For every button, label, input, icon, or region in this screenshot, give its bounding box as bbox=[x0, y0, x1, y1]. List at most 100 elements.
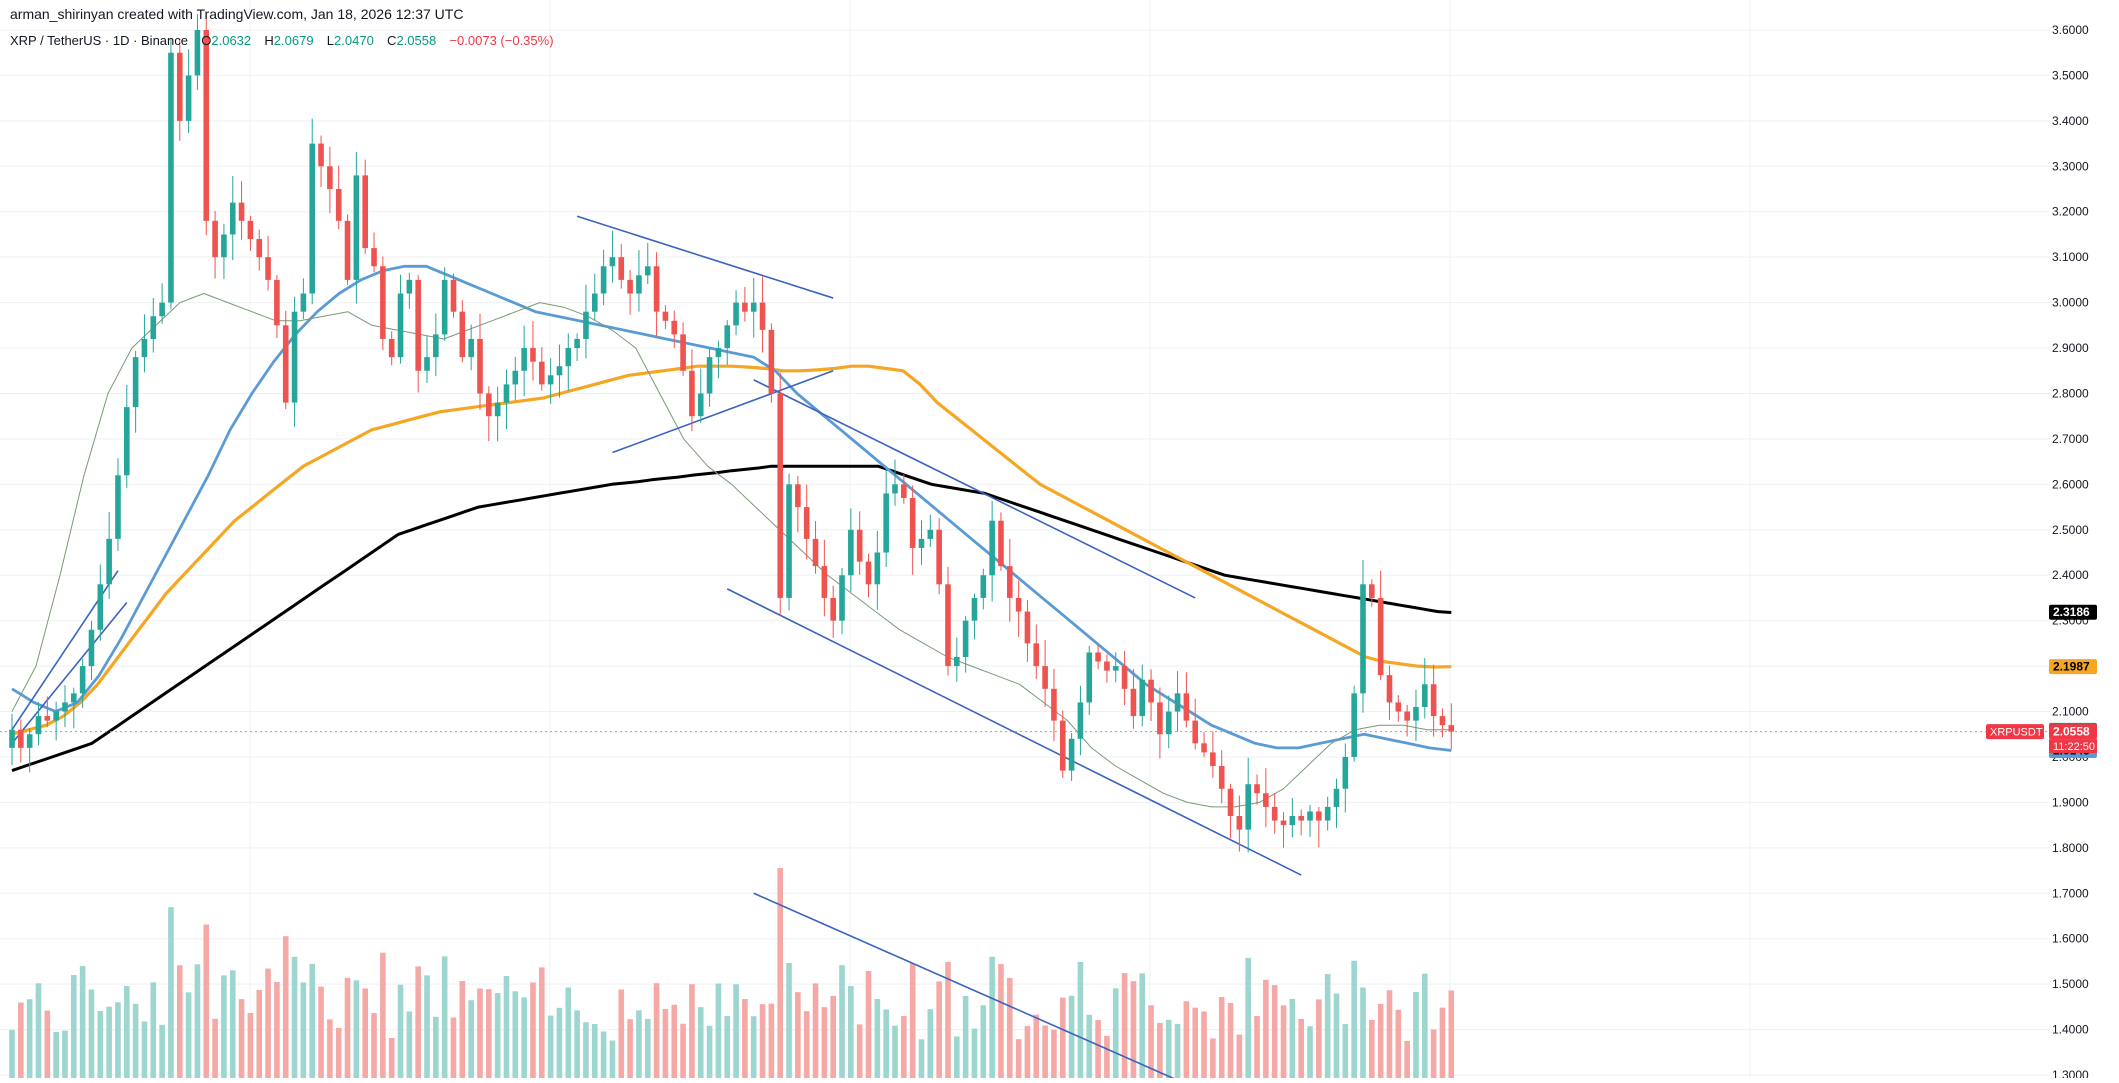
volume-bar bbox=[1033, 1014, 1040, 1078]
candle bbox=[424, 357, 430, 371]
volume-bar bbox=[194, 964, 201, 1078]
volume-bar bbox=[1448, 990, 1455, 1078]
symbol-legend: XRP / TetherUS · 1D · Binance O2.0632 H2… bbox=[10, 33, 554, 48]
candle bbox=[1095, 652, 1101, 662]
volume-bar bbox=[459, 980, 466, 1078]
candle bbox=[706, 357, 713, 394]
candle bbox=[291, 311, 298, 403]
volume-bar bbox=[300, 982, 307, 1078]
volume-bar bbox=[450, 1017, 457, 1078]
open-value: 2.0632 bbox=[211, 33, 252, 48]
volume-bar bbox=[1165, 1019, 1172, 1078]
candle bbox=[335, 189, 342, 221]
candle bbox=[79, 666, 86, 694]
price-label: 2.0558 bbox=[2053, 725, 2090, 739]
axis-tick-label: 2.6000 bbox=[2052, 477, 2089, 491]
volume-bar bbox=[1404, 1040, 1410, 1078]
volume-bar bbox=[971, 1028, 978, 1078]
candle bbox=[450, 279, 457, 312]
axis-tick-label: 2.1000 bbox=[2052, 705, 2089, 719]
volume-bar bbox=[1422, 973, 1428, 1078]
volume-bar bbox=[1201, 1011, 1207, 1078]
candle bbox=[883, 493, 889, 553]
volume-bar bbox=[274, 981, 280, 1078]
candle bbox=[88, 629, 95, 667]
volume-bar bbox=[689, 984, 695, 1078]
candle bbox=[362, 175, 368, 249]
candle bbox=[574, 338, 580, 349]
volume-bar bbox=[397, 984, 404, 1078]
volume-bar bbox=[88, 989, 95, 1078]
volume-bar bbox=[503, 975, 510, 1078]
volume-bar bbox=[839, 965, 845, 1078]
volume-bar bbox=[998, 964, 1004, 1078]
volume-bar bbox=[318, 986, 324, 1078]
volume-bar bbox=[1324, 974, 1331, 1078]
candle bbox=[777, 393, 784, 598]
candle bbox=[9, 729, 15, 748]
candle bbox=[380, 266, 386, 339]
candle bbox=[433, 334, 439, 358]
candle bbox=[106, 538, 112, 585]
volume-bar bbox=[750, 1016, 757, 1078]
candle bbox=[256, 239, 263, 258]
candle bbox=[998, 520, 1004, 567]
candles bbox=[9, 14, 1455, 853]
volume-bar bbox=[1183, 1001, 1190, 1078]
volume-bar bbox=[1104, 1035, 1110, 1078]
candle bbox=[936, 529, 942, 585]
candle bbox=[53, 711, 59, 721]
candle bbox=[1218, 766, 1225, 789]
volume-bar bbox=[238, 999, 245, 1078]
trendlines bbox=[0, 215, 2050, 1083]
candle bbox=[909, 497, 916, 548]
candle bbox=[1369, 584, 1375, 598]
candle bbox=[1201, 743, 1207, 753]
candle bbox=[980, 575, 987, 598]
volume-bar bbox=[212, 1018, 218, 1078]
volume-bar bbox=[150, 982, 157, 1078]
volume-bar bbox=[786, 963, 792, 1078]
volume-bar bbox=[123, 985, 130, 1078]
volume-bar bbox=[185, 992, 192, 1078]
volume-bar bbox=[1112, 988, 1119, 1078]
candle bbox=[1448, 725, 1455, 732]
volume-bar bbox=[865, 970, 872, 1078]
candle bbox=[945, 584, 951, 667]
volume-bar bbox=[1086, 1014, 1093, 1078]
volume-bar bbox=[945, 961, 951, 1078]
candle bbox=[1289, 816, 1296, 826]
volume-bar bbox=[371, 1013, 377, 1078]
volume-bar bbox=[1316, 999, 1322, 1078]
candle bbox=[901, 484, 907, 498]
candle bbox=[636, 275, 642, 294]
axis-tick-label: 2.4000 bbox=[2052, 568, 2089, 582]
volume-bar bbox=[433, 1016, 439, 1078]
candle bbox=[1042, 666, 1048, 689]
candle bbox=[1316, 811, 1322, 821]
change-value: −0.0073 (−0.35%) bbox=[449, 33, 554, 48]
volume-bar bbox=[1430, 1029, 1437, 1078]
candle bbox=[221, 234, 227, 258]
price-label-bg bbox=[2049, 604, 2097, 620]
volume-bar bbox=[71, 975, 77, 1078]
candle bbox=[715, 348, 722, 358]
axis-tick-label: 3.1000 bbox=[2052, 250, 2089, 264]
volume-bar bbox=[1024, 1026, 1031, 1078]
volume-bar bbox=[362, 988, 368, 1078]
candle bbox=[627, 279, 633, 294]
candle bbox=[759, 302, 766, 330]
candle bbox=[512, 370, 519, 385]
volume-bar bbox=[494, 993, 501, 1078]
volume-bar bbox=[521, 997, 527, 1078]
volume-bar bbox=[795, 992, 801, 1078]
trendline bbox=[11, 601, 128, 744]
volume-bar bbox=[388, 1037, 395, 1078]
candle bbox=[786, 484, 792, 598]
volume-bar bbox=[1192, 1007, 1199, 1078]
candle bbox=[441, 279, 448, 335]
volume-bar bbox=[53, 1031, 59, 1078]
candle bbox=[591, 293, 598, 312]
